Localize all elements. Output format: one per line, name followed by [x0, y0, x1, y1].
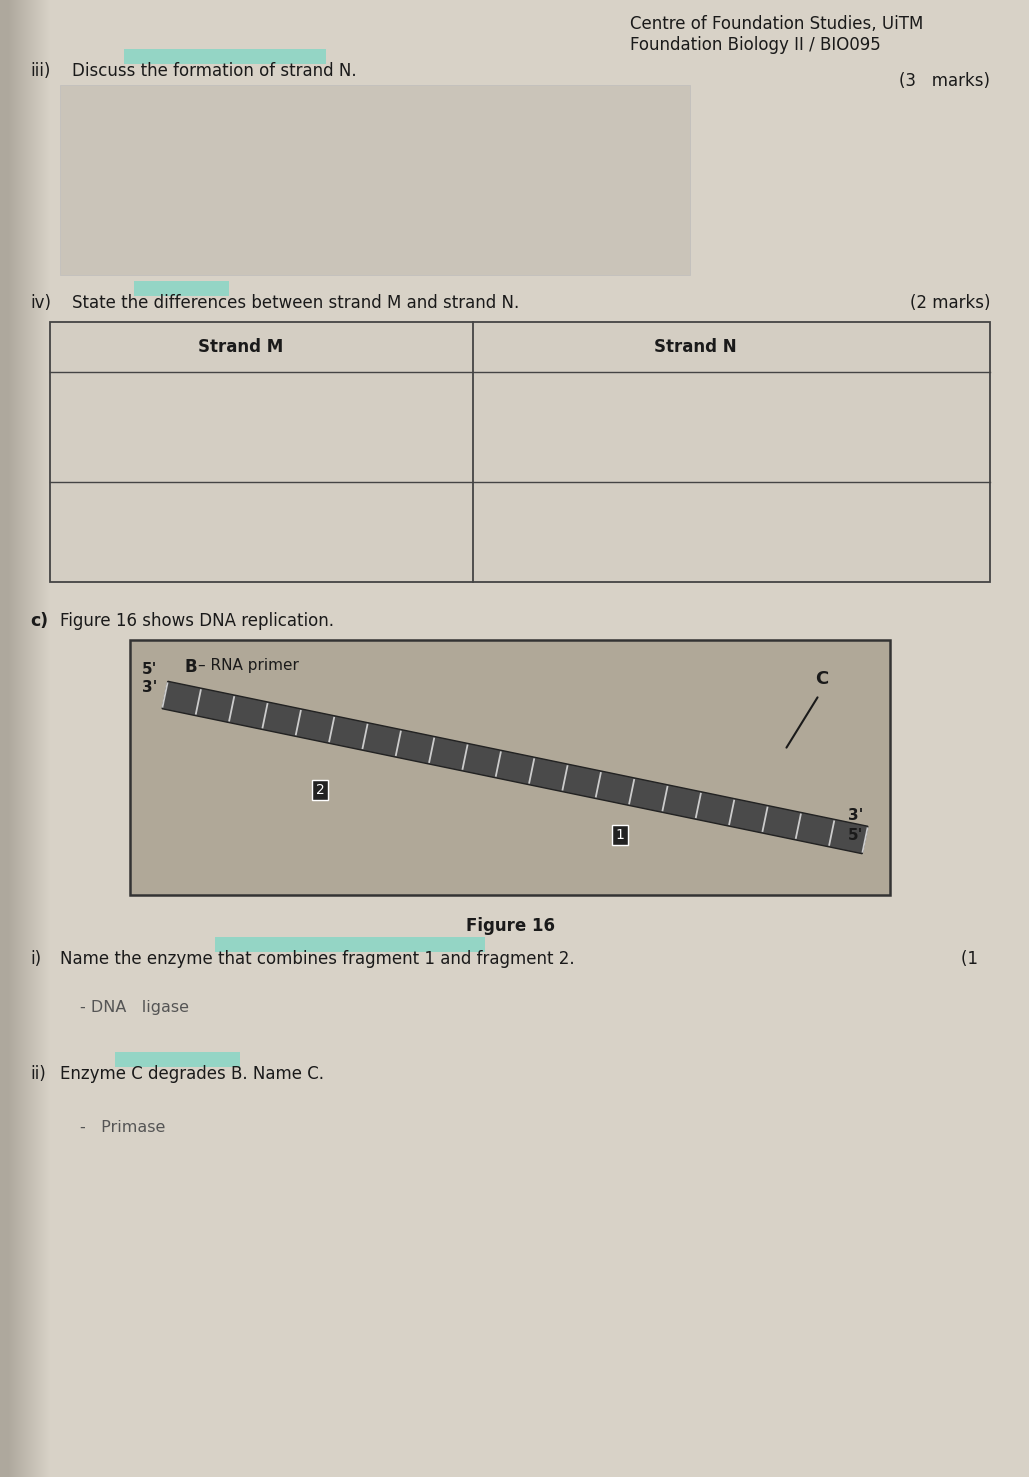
Text: Strand N: Strand N — [654, 338, 737, 356]
FancyBboxPatch shape — [215, 936, 485, 953]
FancyBboxPatch shape — [60, 86, 690, 275]
Text: i): i) — [30, 950, 41, 967]
Polygon shape — [163, 681, 867, 854]
Text: C: C — [815, 671, 828, 688]
FancyBboxPatch shape — [130, 640, 890, 895]
Text: iii): iii) — [30, 62, 50, 80]
Text: Discuss the formation of strand N.: Discuss the formation of strand N. — [72, 62, 357, 80]
Text: 1: 1 — [615, 829, 625, 842]
FancyBboxPatch shape — [134, 281, 229, 295]
Text: Figure 16 shows DNA replication.: Figure 16 shows DNA replication. — [60, 611, 334, 631]
Text: ii): ii) — [30, 1065, 45, 1083]
Text: State the differences between strand M and strand N.: State the differences between strand M a… — [72, 294, 520, 312]
Text: -   Primase: - Primase — [80, 1120, 166, 1134]
Text: Centre of Foundation Studies, UiTM: Centre of Foundation Studies, UiTM — [630, 15, 923, 32]
Text: (3   marks): (3 marks) — [899, 72, 990, 90]
Text: iv): iv) — [30, 294, 51, 312]
Text: - DNA   ligase: - DNA ligase — [80, 1000, 189, 1015]
FancyBboxPatch shape — [115, 1052, 240, 1066]
FancyBboxPatch shape — [50, 322, 990, 582]
Text: – RNA primer: – RNA primer — [198, 657, 298, 674]
Text: Foundation Biology II / BIO095: Foundation Biology II / BIO095 — [630, 35, 881, 55]
Text: (2 marks): (2 marks) — [910, 294, 990, 312]
Text: Figure 16: Figure 16 — [465, 917, 555, 935]
Text: 3': 3' — [142, 679, 157, 696]
Text: 2: 2 — [316, 783, 324, 798]
Text: 5': 5' — [848, 827, 863, 842]
Text: 3': 3' — [848, 808, 863, 823]
Text: Name the enzyme that combines fragment 1 and fragment 2.: Name the enzyme that combines fragment 1… — [60, 950, 574, 967]
FancyBboxPatch shape — [125, 49, 326, 64]
Text: (1: (1 — [961, 950, 995, 967]
Text: c): c) — [30, 611, 48, 631]
Text: 5': 5' — [142, 662, 157, 676]
Text: Strand M: Strand M — [198, 338, 283, 356]
Text: B: B — [185, 657, 198, 676]
Text: Enzyme C degrades B. Name C.: Enzyme C degrades B. Name C. — [60, 1065, 324, 1083]
